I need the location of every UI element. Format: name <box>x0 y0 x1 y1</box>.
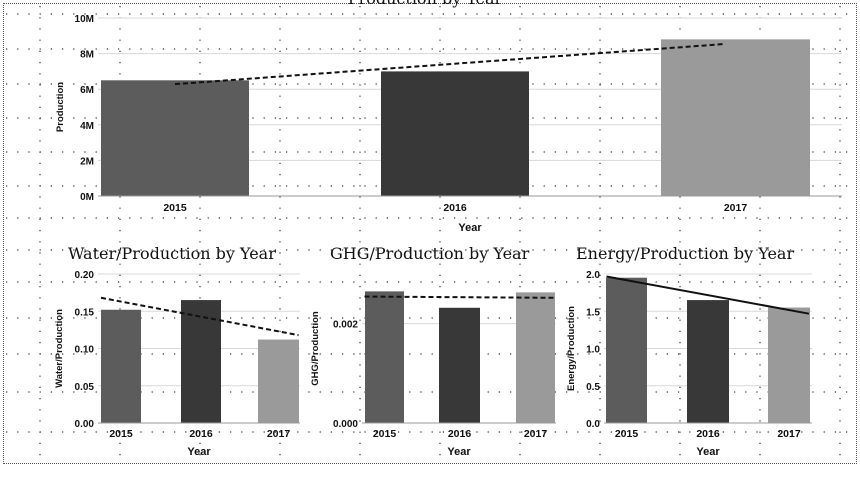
y-tick-label: 0.05 <box>75 382 95 393</box>
y-tick-label: 0.0 <box>586 419 600 430</box>
y-tick-label: 0.002 <box>333 320 358 331</box>
y-tick-label: 0.15 <box>75 307 95 318</box>
x-axis-label: Year <box>187 446 211 458</box>
bar-2017 <box>516 292 555 423</box>
bar-2017 <box>258 339 299 423</box>
x-tick-label: 2016 <box>189 428 213 440</box>
x-axis-label: Year <box>447 446 471 458</box>
y-tick-label: 0.000 <box>333 419 358 430</box>
y-tick-label: 0M <box>80 192 94 203</box>
y-axis-label: GHG/Production <box>310 311 321 386</box>
y-tick-label: 0.10 <box>75 345 95 356</box>
trendline <box>100 296 299 337</box>
x-tick-label: 2017 <box>524 428 548 440</box>
y-tick-label: 0.20 <box>75 270 95 281</box>
figure-border <box>3 3 857 464</box>
trendline <box>364 295 556 299</box>
bar-2015 <box>365 291 404 423</box>
bar-2015 <box>606 277 647 423</box>
x-tick-label: 2016 <box>448 428 472 440</box>
x-tick-label: 2016 <box>443 202 467 214</box>
y-tick-label: 2M <box>80 156 94 167</box>
trendline <box>606 275 810 315</box>
chart-title: Energy/Production by Year <box>576 244 794 263</box>
x-tick-label: 2017 <box>267 428 291 440</box>
y-axis-label: Energy/Production <box>566 306 577 391</box>
bar-2017 <box>768 307 810 423</box>
x-tick-label: 2017 <box>724 202 748 214</box>
x-axis-label: Year <box>458 222 482 234</box>
y-tick-label: 10M <box>75 14 94 25</box>
y-tick-label: 1.5 <box>586 307 600 318</box>
y-axis-label: Water/Production <box>54 309 65 388</box>
y-tick-label: 1.0 <box>586 345 600 356</box>
x-axis-label: Year <box>696 446 720 458</box>
x-tick-label: 2015 <box>163 202 187 214</box>
y-tick-label: 8M <box>80 50 94 61</box>
bar-2017 <box>661 39 810 196</box>
y-tick-label: 6M <box>80 85 94 96</box>
bar-2016 <box>381 71 529 196</box>
chart-title: Water/Production by Year <box>68 244 276 263</box>
trendline <box>174 42 726 86</box>
x-tick-label: 2015 <box>373 428 397 440</box>
bar-2016 <box>439 307 480 423</box>
bar-2015 <box>101 80 249 196</box>
y-tick-label: 0.5 <box>586 382 600 393</box>
energy-production-chart: 0.0 0.5 1.0 1.5 2.0 2015 2016 2017 Energy/Produc… <box>566 244 812 458</box>
bar-2016 <box>687 300 729 423</box>
chart-title: GHG/Production by Year <box>330 244 530 263</box>
y-tick-label: 0.00 <box>75 419 95 430</box>
bar-2015 <box>101 309 141 423</box>
bar-2016 <box>181 300 221 423</box>
water-production-chart: 0.00 0.05 0.10 0.15 0.20 2015 2016 2017 Water/Pr… <box>54 244 300 458</box>
y-tick-label: 2.0 <box>586 270 600 281</box>
x-tick-label: 2017 <box>777 428 801 440</box>
x-tick-label: 2015 <box>109 428 133 440</box>
y-axis-label: Production <box>55 82 66 132</box>
production-chart: 0M 2M 4M 6M 8M 10M 2015 2016 2017 Production by Y… <box>55 0 842 234</box>
ghg-production-chart: 0.000 0.002 2015 2016 2017 GHG/Production by … <box>310 244 556 458</box>
y-tick-label: 4M <box>80 121 94 132</box>
chart-title: Production by Year <box>348 0 503 8</box>
x-tick-label: 2016 <box>696 428 720 440</box>
x-tick-label: 2015 <box>615 428 639 440</box>
